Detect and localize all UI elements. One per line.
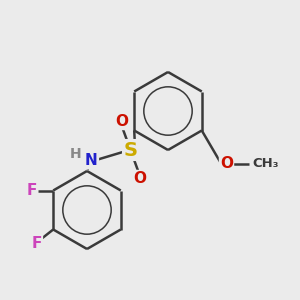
Text: F: F xyxy=(32,236,42,250)
Text: N: N xyxy=(85,153,98,168)
Text: CH₃: CH₃ xyxy=(252,157,278,170)
Text: F: F xyxy=(26,183,37,198)
Text: O: O xyxy=(220,156,233,171)
Text: H: H xyxy=(70,147,82,161)
Text: S: S xyxy=(124,140,137,160)
Text: O: O xyxy=(133,171,146,186)
Text: O: O xyxy=(115,114,128,129)
